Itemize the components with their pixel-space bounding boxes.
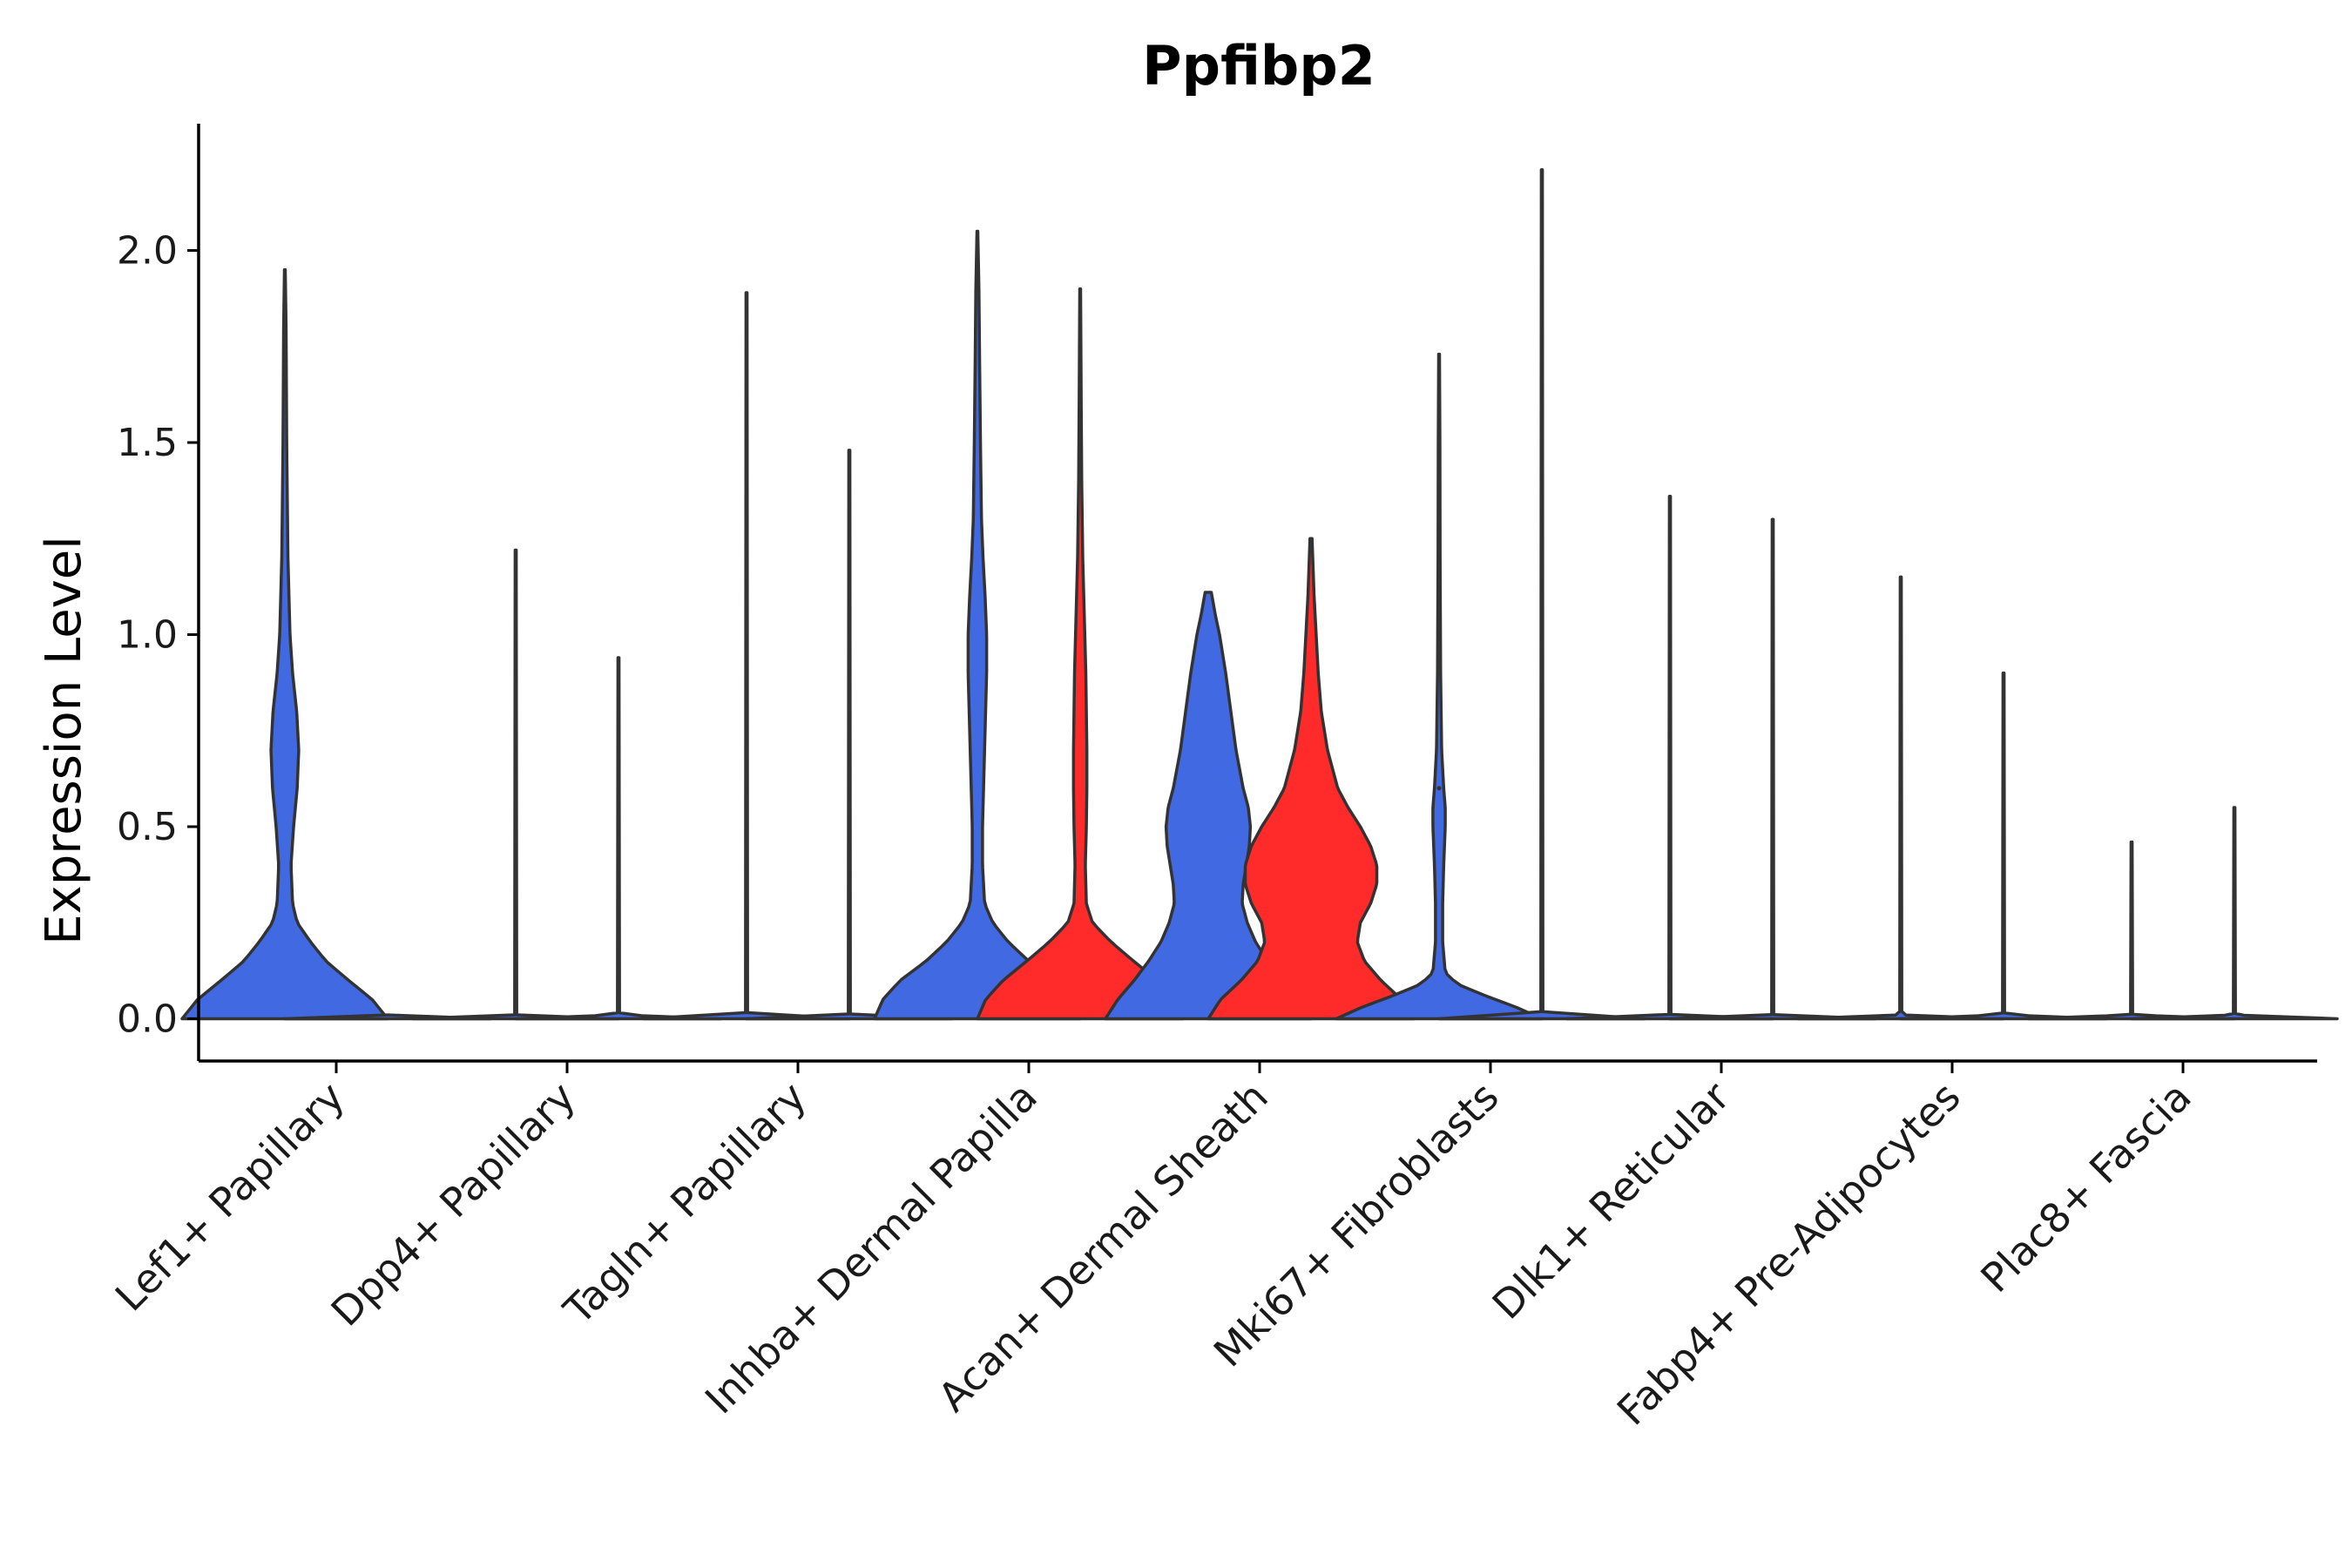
y-tick-label: 0.5 (117, 805, 178, 849)
x-tick-label-dpp4-papillary: Dpp4+ Papillary (322, 1073, 585, 1335)
violin-plac8-fascia-right (2130, 806, 2339, 1021)
y-tick-label: 1.5 (117, 421, 178, 465)
violin-dlk1-reticular-left (1565, 495, 1774, 1021)
y-axis: 0.0 0.5 1.0 1.5 2.0 (117, 124, 200, 1061)
violin-dpp4-papillary-right (514, 656, 723, 1021)
violin-mki67-fibroblasts-right (1437, 168, 1646, 1021)
violin-tagln-papillary-right (745, 449, 954, 1021)
data-point-2 (2001, 874, 2006, 879)
violin-mki67-fibroblasts-left (1335, 352, 1544, 1021)
violin-dlk1-reticular-right (1668, 517, 1877, 1021)
point-layer (1436, 786, 2006, 941)
violin-acan-dermal-sheath-right (1206, 537, 1416, 1021)
data-point-3 (2001, 893, 2006, 898)
data-point-1 (2001, 847, 2006, 852)
data-point-5 (2001, 920, 2006, 925)
x-tick-label-tagln-papillary: Tagln+ Papillary (554, 1073, 815, 1335)
chart-title: Ppfibp2 (1142, 34, 1375, 98)
y-tick-label: 0.0 (117, 997, 178, 1041)
violin-fabp4-pre-adipocytes-right (1899, 671, 2108, 1021)
y-axis-label: Expression Level (36, 536, 92, 945)
violin-plac8-fascia-left (2027, 840, 2236, 1021)
x-tick-label-lef1-papillary: Lef1+ Papillary (106, 1073, 354, 1321)
violin-inhba-dermal-papilla-left (873, 229, 1082, 1021)
violin-fabp4-pre-adipocytes-left (1796, 575, 2005, 1021)
violin-lef1-papillary-left (180, 267, 389, 1021)
data-point-7 (1436, 786, 1442, 791)
violin-layer (180, 168, 2339, 1021)
x-tick-label-dlk1-reticular: Dlk1+ Reticular (1484, 1073, 1739, 1328)
y-tick-label: 1.0 (117, 613, 178, 658)
violin-tagln-papillary-left (642, 291, 851, 1021)
violin-inhba-dermal-papilla-right (976, 287, 1185, 1021)
violin-dpp4-papillary-left (411, 548, 620, 1021)
data-point-4 (2001, 901, 2006, 906)
x-tick-label-plac8-fascia: Plac8+ Fascia (1971, 1073, 2200, 1301)
y-tick-label: 2.0 (117, 229, 178, 274)
data-point-6 (2001, 936, 2006, 941)
data-point-0 (1898, 859, 1903, 864)
